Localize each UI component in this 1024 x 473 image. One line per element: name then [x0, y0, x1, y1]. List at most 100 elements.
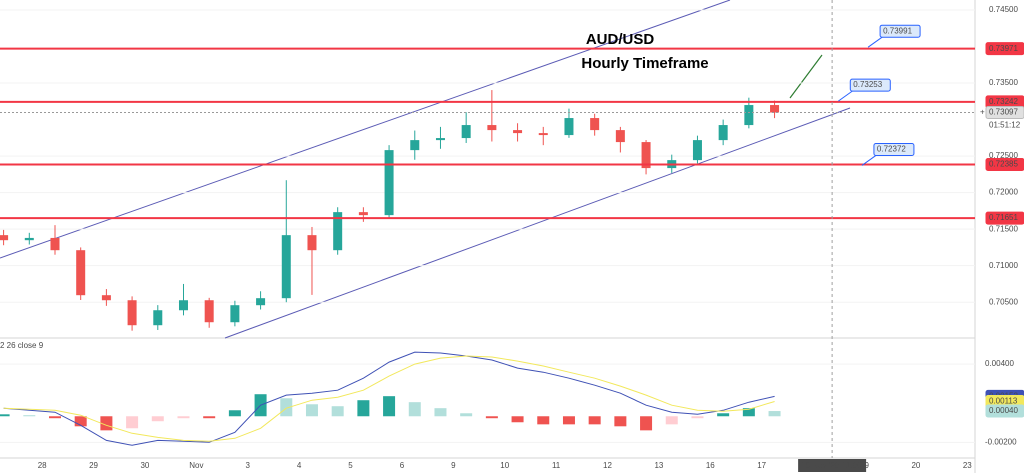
y-tick-label: 0.73500	[989, 78, 1018, 87]
candle-body	[50, 237, 60, 251]
x-tick-label: 12	[603, 461, 612, 470]
indicator-title: 2 26 close 9	[0, 341, 44, 350]
histogram-bar	[177, 416, 190, 419]
countdown-box	[985, 118, 1024, 132]
x-tick-label: 28	[38, 461, 47, 470]
histogram-bar	[74, 416, 87, 427]
callout-label: 0.73991	[883, 26, 912, 35]
histogram-bar	[305, 404, 318, 417]
level-label: 0.71651	[989, 213, 1018, 222]
x-tick-label: Nov	[189, 461, 203, 470]
y-tick-label: 0.71000	[989, 261, 1018, 270]
candle-body	[718, 125, 728, 141]
y-tick-label: 0.70500	[989, 297, 1018, 306]
histogram-bar	[357, 400, 370, 417]
x-tick-label: 30	[140, 461, 149, 470]
macd-line	[3, 351, 775, 446]
candle-body	[76, 250, 86, 296]
histogram-bar	[485, 416, 498, 419]
level-label-box	[985, 211, 1024, 225]
x-tick-label: 29	[89, 461, 98, 470]
x-tick-label: 4	[297, 461, 302, 470]
callout-label-box	[879, 24, 921, 38]
y-tick-label: 0.00400	[985, 359, 1014, 368]
histogram-bar	[562, 416, 575, 425]
histogram-bar	[665, 416, 678, 425]
candle-body	[127, 300, 137, 326]
histogram-bar	[768, 411, 781, 417]
histogram-bar	[434, 408, 447, 417]
candle-body	[256, 298, 266, 306]
candle-body	[461, 125, 471, 139]
candle-body	[615, 130, 625, 143]
y-tick-label: 0.71500	[989, 224, 1018, 233]
candle-body	[564, 118, 574, 136]
candle-body	[178, 300, 188, 311]
level-label-box	[985, 158, 1024, 172]
channel-lower	[224, 107, 851, 339]
x-tick-label: 16	[706, 461, 715, 470]
histogram-bar	[640, 416, 653, 431]
histogram-bar	[228, 410, 241, 417]
candle-body	[101, 295, 111, 301]
x-tick-label: 3	[246, 461, 251, 470]
level-label-box	[985, 42, 1024, 56]
last-value-label: 0.00113	[989, 397, 1018, 406]
crosshair-date: 18 Nov '20	[801, 461, 840, 470]
candle-body	[590, 118, 600, 131]
x-tick-label: 20	[911, 461, 920, 470]
countdown: 01:51:12	[989, 121, 1021, 130]
callout-pointer	[861, 155, 877, 166]
histogram-bar	[331, 406, 344, 417]
histogram-bar	[511, 416, 524, 423]
histogram-bar	[408, 402, 421, 417]
x-tick-label: 10	[500, 461, 509, 470]
candle-body	[307, 235, 317, 251]
histogram-bar	[537, 416, 550, 425]
candle-body	[435, 138, 445, 141]
arrow-line	[789, 54, 823, 99]
candle-body	[281, 235, 291, 299]
last-value-label: 0.00040	[989, 406, 1018, 415]
callout-label-box	[873, 142, 915, 156]
candle-body	[24, 237, 34, 241]
histogram-bar	[717, 413, 730, 417]
channel-upper	[0, 0, 731, 259]
level-label: 0.73971	[989, 44, 1018, 53]
x-tick-label: 17	[757, 461, 766, 470]
callout-pointer	[867, 36, 883, 48]
histogram-bar	[280, 398, 293, 417]
crosshair-box	[798, 459, 867, 472]
x-tick-label: 6	[400, 461, 405, 470]
histogram-bar	[203, 416, 216, 419]
candle-body	[0, 235, 9, 241]
x-tick-label: 9	[451, 461, 456, 470]
x-tick-label: 23	[963, 461, 972, 470]
histogram-bar	[100, 416, 113, 431]
candle-body	[538, 133, 548, 136]
histogram-bar	[614, 416, 627, 427]
histogram-bar	[460, 413, 473, 417]
histogram-bar	[23, 415, 36, 417]
price-label-box	[985, 105, 1024, 119]
level-label: 0.73242	[989, 97, 1018, 106]
candle-body	[744, 105, 754, 126]
callout-label: 0.73253	[853, 80, 882, 89]
candle-body	[692, 140, 702, 161]
crosshair-plus: +	[980, 108, 985, 117]
candle-body	[333, 212, 343, 251]
histogram-bar	[588, 416, 601, 425]
candle-body	[641, 142, 651, 169]
histogram-bar	[48, 416, 61, 419]
histogram-bar	[383, 396, 396, 417]
callout-pointer	[837, 90, 853, 102]
candle-body	[513, 130, 523, 134]
crosshair-time: 11:00	[842, 461, 862, 470]
macd-line	[3, 355, 775, 442]
x-tick-label: 11	[552, 461, 561, 470]
candle-body	[384, 150, 394, 216]
price-label: 0.73097	[989, 108, 1018, 117]
chart-title: AUD/USD	[586, 31, 655, 48]
